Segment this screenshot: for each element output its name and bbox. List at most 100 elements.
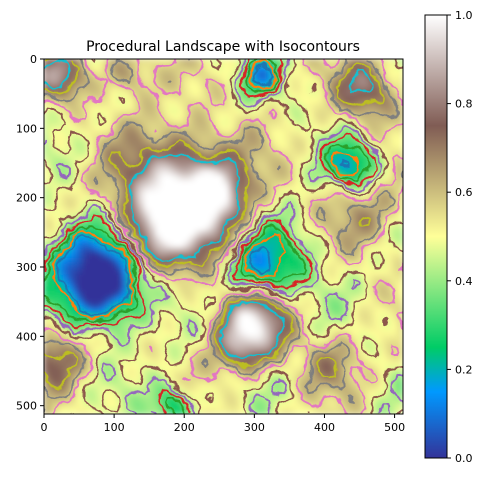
heatmap-cell <box>189 130 197 138</box>
heatmap-cell <box>44 174 51 182</box>
heatmap-cell <box>127 258 135 265</box>
heatmap-cell <box>385 352 393 360</box>
heatmap-cell <box>385 385 393 393</box>
heatmap-cell <box>93 202 101 210</box>
heatmap-cell <box>346 241 354 249</box>
heatmap-cell <box>307 197 314 204</box>
heatmap-cell <box>178 319 185 326</box>
heatmap-cell <box>374 208 382 216</box>
heatmap-cell <box>172 241 180 249</box>
heatmap-cell <box>93 108 101 116</box>
heatmap-cell <box>54 324 62 332</box>
heatmap-cell <box>251 236 258 243</box>
heatmap-cell <box>312 391 320 399</box>
heatmap-cell <box>150 396 157 404</box>
heatmap-cell <box>206 263 213 271</box>
heatmap-cell <box>363 59 371 66</box>
heatmap-cell <box>116 346 124 354</box>
heatmap-cell <box>245 69 253 77</box>
heatmap-cell <box>318 291 326 299</box>
heatmap-cell <box>301 341 309 349</box>
heatmap-cell <box>71 191 79 199</box>
heatmap-cell <box>189 302 197 310</box>
heatmap-cell <box>194 335 202 343</box>
heatmap-cell <box>267 330 275 338</box>
heatmap-cell <box>363 352 371 360</box>
heatmap-cell <box>363 75 371 82</box>
heatmap-cell <box>183 213 191 221</box>
heatmap-cell <box>88 285 96 293</box>
colorbar-tick-label: 0.0 <box>455 452 473 465</box>
heatmap-cell <box>245 147 253 154</box>
heatmap-cell <box>110 263 118 271</box>
heatmap-cell <box>352 291 359 299</box>
heatmap-cell <box>380 147 387 154</box>
heatmap-cell <box>122 152 129 160</box>
heatmap-cell <box>138 319 146 326</box>
heatmap-cell <box>352 80 359 88</box>
heatmap-cell <box>363 302 371 310</box>
heatmap-cell <box>93 396 101 404</box>
heatmap-cell <box>71 80 79 88</box>
heatmap-cell <box>49 147 56 154</box>
heatmap-cell <box>194 130 202 138</box>
heatmap-cell <box>295 385 303 393</box>
heatmap-cell <box>234 407 242 414</box>
heatmap-cell <box>234 113 242 121</box>
heatmap-cell <box>194 186 202 193</box>
heatmap-cell <box>368 369 376 376</box>
heatmap-cell <box>133 280 141 288</box>
heatmap-cell <box>99 374 107 382</box>
heatmap-cell <box>234 346 242 354</box>
plot-frame <box>43 58 404 415</box>
heatmap-cell <box>301 97 309 105</box>
heatmap-cell <box>363 152 371 160</box>
heatmap-cell <box>279 64 286 71</box>
heatmap-cell <box>329 224 337 232</box>
heatmap-cell <box>284 391 292 399</box>
heatmap-cell <box>352 352 359 360</box>
heatmap-cell <box>223 180 230 188</box>
heatmap-cell <box>374 391 382 399</box>
heatmap-cell <box>374 302 382 310</box>
heatmap-cell <box>77 247 84 254</box>
heatmap-cell <box>110 297 118 304</box>
heatmap-cell <box>323 297 331 304</box>
heatmap-cell <box>105 64 113 71</box>
heatmap-cell <box>363 380 371 387</box>
heatmap-cell <box>284 163 292 171</box>
heatmap-cell <box>363 213 371 221</box>
heatmap-cell <box>178 263 185 271</box>
heatmap-cell <box>340 346 348 354</box>
heatmap-cell <box>290 274 298 282</box>
heatmap-cell <box>228 402 236 410</box>
heatmap-cell <box>335 252 342 260</box>
heatmap-cell <box>161 86 169 93</box>
heatmap-cell <box>312 180 320 188</box>
heatmap-cell <box>99 147 107 154</box>
heatmap-cell <box>144 352 152 360</box>
heatmap-cell <box>239 319 247 326</box>
heatmap-cell <box>144 197 152 204</box>
heatmap-cell <box>88 402 96 410</box>
heatmap-cell <box>323 163 331 171</box>
heatmap-cell <box>211 208 219 216</box>
heatmap-cell <box>374 324 382 332</box>
heatmap-cell <box>144 102 152 110</box>
heatmap-cell <box>60 385 68 393</box>
heatmap-cell <box>155 241 163 249</box>
heatmap-cell <box>273 263 281 271</box>
heatmap-cell <box>318 141 326 149</box>
heatmap-cell <box>223 374 230 382</box>
heatmap-cell <box>217 119 225 127</box>
heatmap-cell <box>194 75 202 82</box>
heatmap-cell <box>318 80 326 88</box>
heatmap-cell <box>133 152 141 160</box>
heatmap-cell <box>385 330 393 338</box>
heatmap-cell <box>93 59 101 66</box>
heatmap-cell <box>357 136 365 143</box>
heatmap-cell <box>65 308 73 315</box>
heatmap-cell <box>172 59 180 66</box>
heatmap-cell <box>211 180 219 188</box>
heatmap-cell <box>245 97 253 105</box>
